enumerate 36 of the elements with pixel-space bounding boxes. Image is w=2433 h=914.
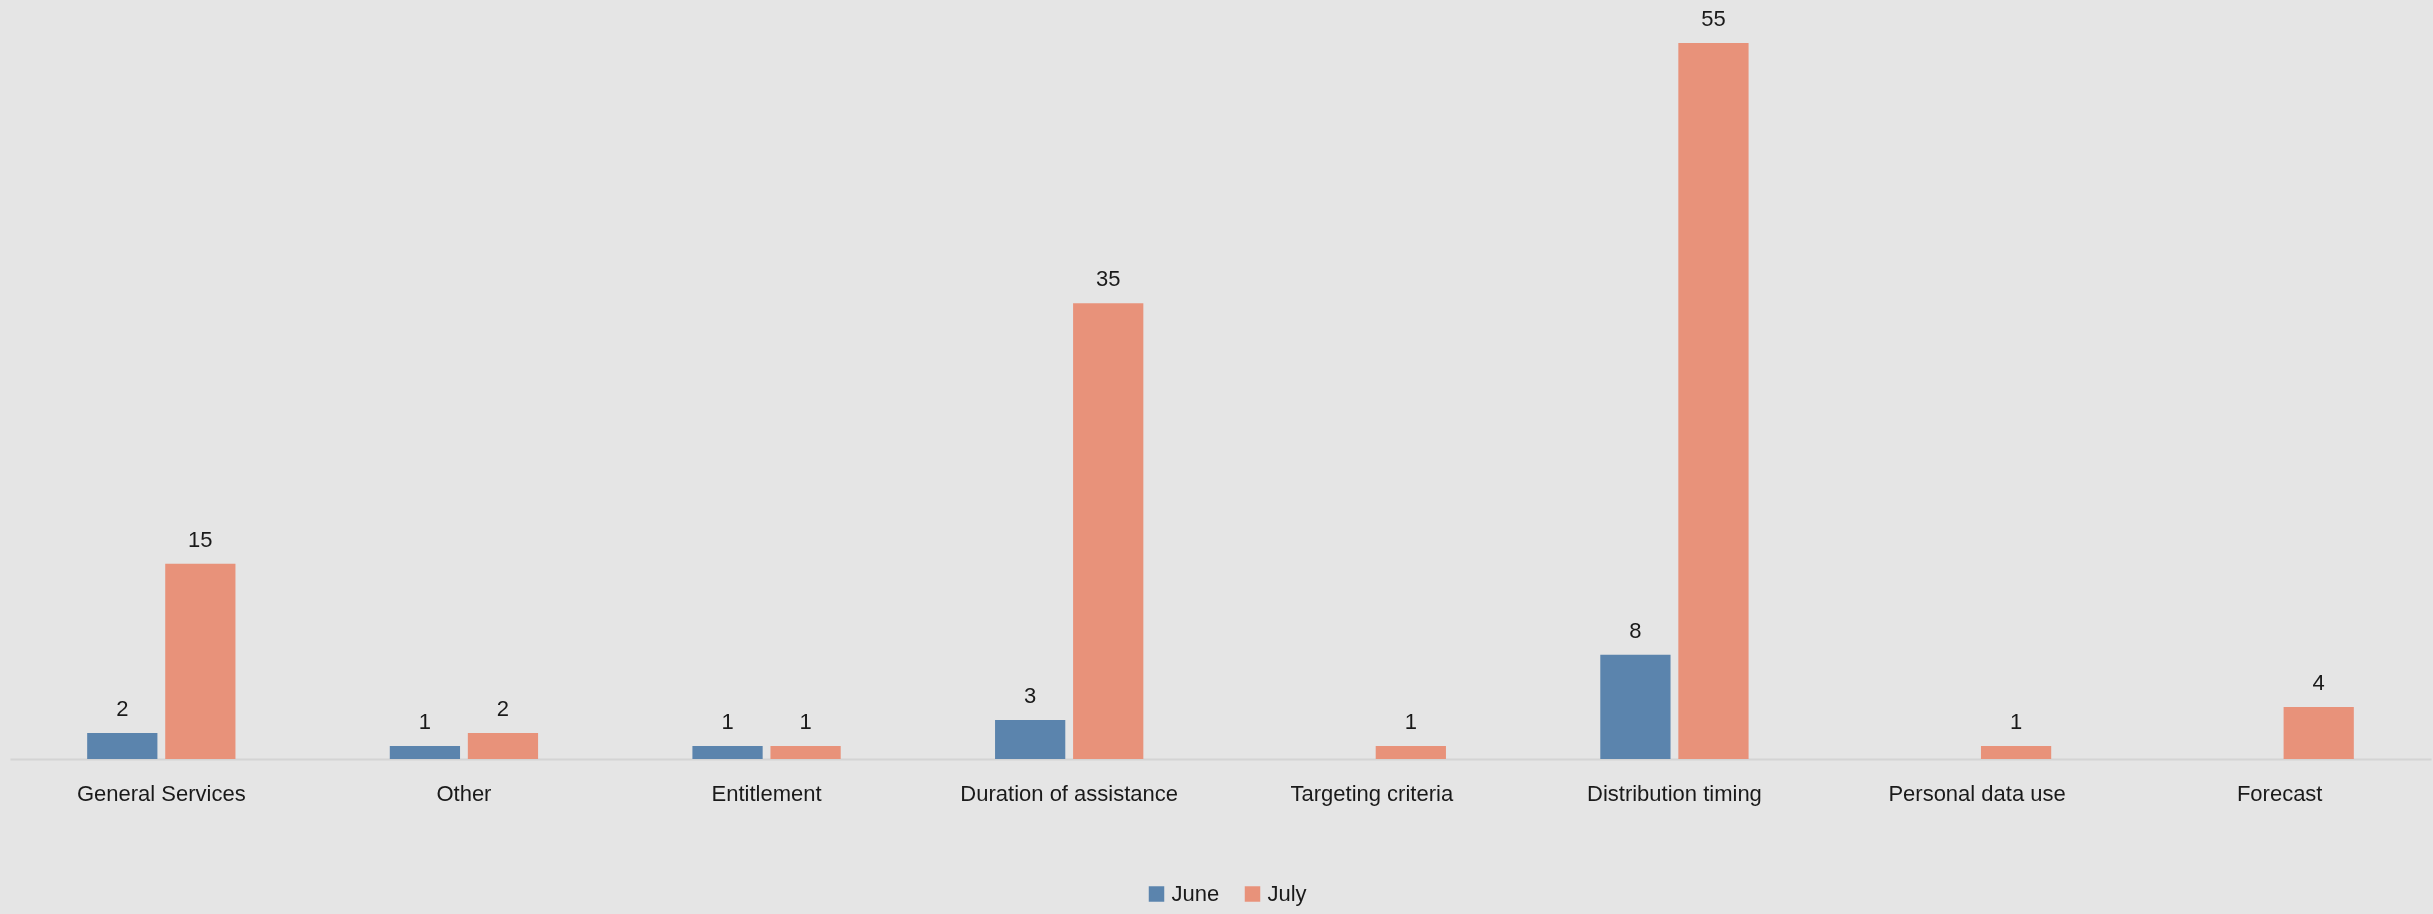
bar — [1678, 43, 1749, 759]
data-label: 1 — [418, 708, 432, 734]
bar — [165, 563, 236, 759]
bar — [1980, 745, 2052, 759]
x-tick-label: Personal data use — [1888, 780, 2066, 806]
data-label: 2 — [116, 695, 129, 721]
bar — [770, 745, 841, 759]
bar — [87, 732, 158, 759]
bar — [1375, 745, 1446, 759]
x-tick-label: Forecast — [2236, 780, 2323, 806]
x-tick-label: Targeting criteria — [1290, 780, 1454, 806]
bar — [1073, 303, 1144, 759]
legend-label: July — [1267, 881, 1307, 906]
bar — [467, 732, 539, 759]
bar — [389, 745, 461, 759]
bar — [1600, 654, 1671, 759]
data-label: 2 — [496, 695, 510, 721]
data-label: 3 — [1024, 682, 1037, 708]
bar — [692, 745, 763, 759]
x-tick-label: General Services — [76, 780, 246, 806]
x-tick-label: Duration of assistance — [960, 780, 1179, 806]
data-label: 1 — [721, 708, 734, 734]
bar — [995, 719, 1066, 759]
data-label: 55 — [1701, 6, 1726, 31]
data-label: 15 — [188, 526, 213, 552]
legend-label: June — [1171, 881, 1220, 906]
data-label: 35 — [1095, 266, 1121, 292]
x-tick-label: Other — [436, 780, 492, 806]
data-label: 1 — [2009, 708, 2023, 734]
x-tick-label: Distribution timing — [1587, 780, 1762, 806]
x-tick-label: Entitlement — [711, 780, 822, 806]
data-label: 8 — [1629, 617, 1642, 643]
data-label: 1 — [1404, 708, 1417, 734]
bar — [2283, 706, 2354, 759]
data-label: 4 — [2312, 669, 2325, 695]
data-label: 1 — [799, 708, 812, 734]
